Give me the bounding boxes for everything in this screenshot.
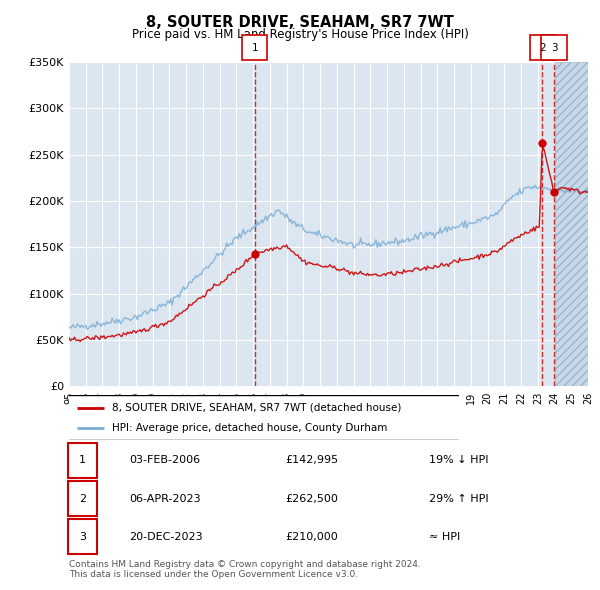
Text: 06-APR-2023: 06-APR-2023 <box>129 494 200 503</box>
Text: 8, SOUTER DRIVE, SEAHAM, SR7 7WT: 8, SOUTER DRIVE, SEAHAM, SR7 7WT <box>146 15 454 30</box>
Text: 2: 2 <box>79 494 86 503</box>
Text: 19% ↓ HPI: 19% ↓ HPI <box>429 455 488 465</box>
Text: 1: 1 <box>251 43 258 53</box>
Text: £262,500: £262,500 <box>285 494 338 503</box>
Text: Price paid vs. HM Land Registry's House Price Index (HPI): Price paid vs. HM Land Registry's House … <box>131 28 469 41</box>
Text: HPI: Average price, detached house, County Durham: HPI: Average price, detached house, Coun… <box>112 424 387 434</box>
Text: £142,995: £142,995 <box>285 455 338 465</box>
Text: 03-FEB-2006: 03-FEB-2006 <box>129 455 200 465</box>
Text: 20-DEC-2023: 20-DEC-2023 <box>129 532 203 542</box>
Text: 8, SOUTER DRIVE, SEAHAM, SR7 7WT (detached house): 8, SOUTER DRIVE, SEAHAM, SR7 7WT (detach… <box>112 403 401 412</box>
Text: ≈ HPI: ≈ HPI <box>429 532 460 542</box>
Text: 3: 3 <box>79 532 86 542</box>
Text: 3: 3 <box>551 43 557 53</box>
Text: 1: 1 <box>79 455 86 465</box>
Text: Contains HM Land Registry data © Crown copyright and database right 2024.
This d: Contains HM Land Registry data © Crown c… <box>69 560 421 579</box>
FancyBboxPatch shape <box>65 395 463 440</box>
Text: 2: 2 <box>539 43 545 53</box>
Bar <box>554 62 588 386</box>
Text: 29% ↑ HPI: 29% ↑ HPI <box>429 494 488 503</box>
Text: £210,000: £210,000 <box>285 532 338 542</box>
